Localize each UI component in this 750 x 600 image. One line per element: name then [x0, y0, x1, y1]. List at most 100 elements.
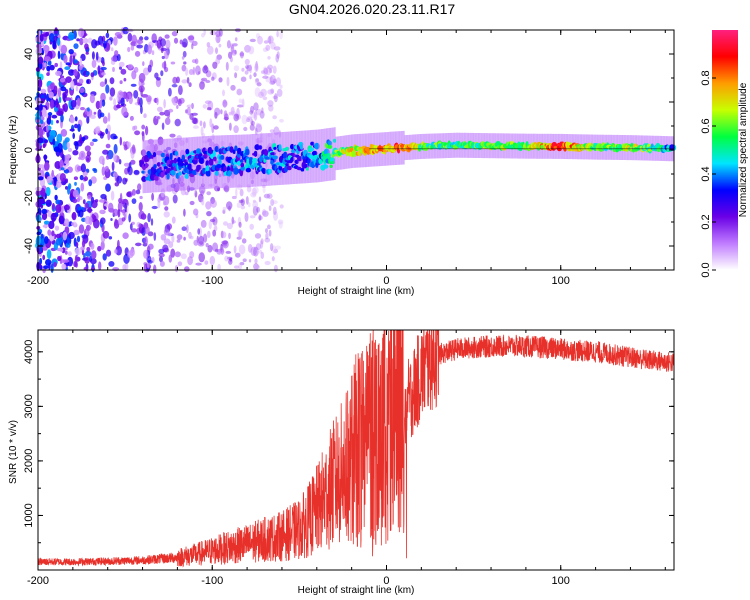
noise-blob — [176, 239, 181, 243]
noise-blob — [229, 56, 233, 63]
noise-blob — [136, 39, 144, 44]
noise-blob — [102, 149, 109, 155]
noise-blob — [244, 70, 249, 75]
band-core — [253, 150, 258, 157]
noise-blob — [267, 100, 274, 107]
noise-blob — [137, 183, 142, 191]
noise-blob — [232, 43, 238, 47]
noise-blob — [181, 56, 185, 60]
noise-blob — [55, 233, 62, 239]
band-halo — [213, 135, 215, 189]
noise-blob — [276, 51, 280, 59]
noise-blob — [46, 176, 52, 184]
noise-blob — [99, 99, 103, 109]
band-halo — [159, 139, 162, 192]
noise-blob — [54, 62, 58, 68]
noise-blob — [272, 65, 277, 74]
band-core — [311, 150, 318, 156]
noise-blob — [52, 39, 56, 49]
noise-blob — [273, 264, 278, 273]
noise-blob — [99, 199, 105, 203]
noise-blob — [218, 43, 222, 48]
y-tick-label: 20 — [23, 96, 35, 108]
noise-blob — [134, 50, 141, 57]
noise-blob — [187, 256, 194, 266]
noise-blob — [79, 174, 84, 181]
noise-blob — [128, 213, 132, 223]
noise-blob — [139, 195, 143, 200]
noise-blob — [263, 193, 270, 199]
noise-blob — [265, 76, 272, 83]
noise-blob — [109, 77, 115, 85]
noise-blob — [252, 200, 259, 210]
band-core — [296, 166, 302, 171]
noise-blob — [203, 121, 206, 129]
noise-blob — [123, 77, 127, 82]
noise-blob — [169, 133, 176, 138]
band-core — [332, 138, 337, 143]
noise-blob — [234, 49, 237, 55]
noise-blob — [236, 88, 243, 96]
band-halo — [147, 140, 150, 193]
noise-blob — [45, 186, 51, 197]
band-halo — [293, 131, 295, 184]
noise-blob — [46, 249, 52, 260]
noise-blob — [186, 106, 191, 116]
noise-blob — [198, 252, 205, 263]
noise-blob — [113, 153, 117, 162]
noise-blob — [51, 114, 58, 119]
noise-blob — [230, 43, 234, 50]
noise-blob — [208, 219, 212, 230]
noise-blob — [240, 205, 246, 210]
noise-blob — [138, 223, 143, 229]
noise-blob — [91, 39, 98, 49]
noise-blob — [220, 231, 227, 239]
noise-blob — [228, 51, 233, 59]
noise-blob — [114, 182, 120, 187]
noise-blob — [176, 105, 179, 109]
noise-blob — [230, 44, 235, 54]
noise-blob — [179, 39, 183, 45]
noise-blob — [81, 240, 86, 248]
noise-blob — [40, 88, 47, 94]
noise-blob — [222, 209, 226, 214]
noise-blob — [215, 248, 219, 253]
band-halo — [221, 135, 223, 189]
noise-blob — [100, 240, 105, 251]
noise-blob — [45, 259, 52, 266]
x-tick-label: -200 — [27, 575, 49, 587]
noise-blob — [97, 245, 102, 252]
x-tick-label: -200 — [27, 275, 49, 287]
noise-blob — [74, 255, 78, 264]
snr-y-axis-label: SNR (10 * v/v) — [8, 420, 19, 484]
noise-blob — [118, 159, 122, 165]
noise-blob — [115, 245, 122, 256]
noise-blob — [105, 143, 111, 149]
x-tick-label: 100 — [552, 575, 570, 587]
band-core — [278, 144, 282, 151]
noise-blob — [125, 94, 129, 102]
noise-blob — [239, 262, 245, 266]
noise-blob — [55, 204, 62, 214]
noise-blob — [79, 134, 82, 144]
noise-blob — [98, 155, 105, 165]
band-core — [285, 163, 290, 167]
noise-blob — [205, 201, 212, 210]
noise-blob — [47, 85, 51, 94]
noise-blob — [245, 118, 251, 122]
noise-blob — [65, 186, 68, 190]
noise-blob — [111, 161, 115, 172]
noise-blob — [160, 47, 167, 52]
x-tick-label: 100 — [552, 275, 570, 287]
noise-blob — [226, 201, 233, 210]
noise-blob — [250, 246, 257, 256]
noise-blob — [102, 60, 105, 67]
noise-blob — [262, 210, 269, 217]
noise-blob — [183, 61, 187, 65]
band-core — [236, 160, 242, 166]
noise-blob — [228, 111, 232, 116]
band-core — [270, 160, 274, 165]
noise-blob — [82, 171, 88, 177]
spectrogram-y-axis-label: Frequency (Hz) — [8, 116, 19, 185]
noise-blob — [251, 120, 255, 126]
